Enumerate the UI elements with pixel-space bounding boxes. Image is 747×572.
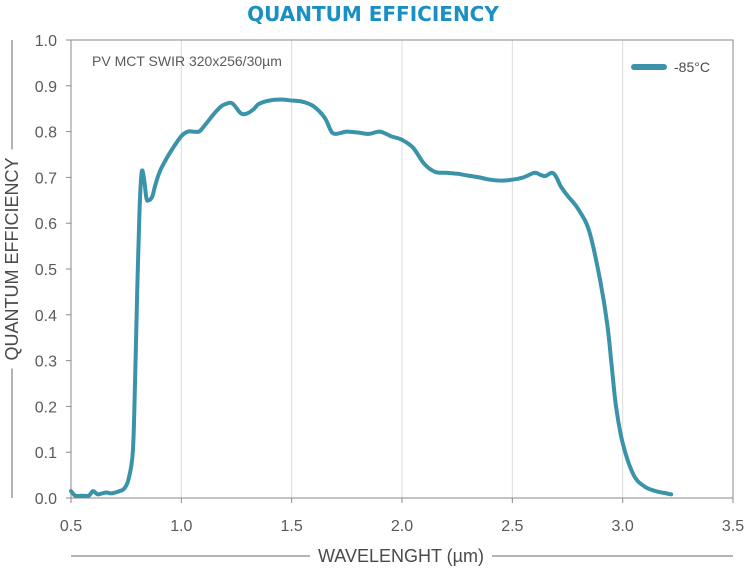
chart-title: QUANTUM EFFICIENCY <box>247 2 499 26</box>
chart-annotation: PV MCT SWIR 320x256/30µm <box>92 53 282 69</box>
series-group <box>69 97 674 499</box>
y-tick-label: 0.6 <box>35 216 57 233</box>
y-tick-label: 0.7 <box>35 170 57 187</box>
x-tick-label: 1.0 <box>170 518 192 535</box>
x-tick-label: 3.5 <box>722 518 744 535</box>
y-axis-label-group: QUANTUM EFFICIENCY <box>2 40 22 498</box>
legend-label: -85°C <box>674 59 710 75</box>
x-tick-label: 2.5 <box>501 518 523 535</box>
x-axis-label: WAVELENGHT (µm) <box>318 546 484 566</box>
y-axis-label: QUANTUM EFFICIENCY <box>2 157 22 360</box>
y-tick-label: 0.9 <box>35 79 57 96</box>
x-tick-labels: 0.5 1.0 1.5 2.0 2.5 3.0 3.5 <box>60 498 744 535</box>
y-tick-label: 0.8 <box>35 125 57 142</box>
y-tick-label: 0.1 <box>35 445 57 462</box>
x-tick-label: 0.5 <box>60 518 82 535</box>
x-tick-label: 2.0 <box>391 518 413 535</box>
y-tick-label: 0.2 <box>35 399 57 416</box>
legend: -85°C <box>631 59 710 75</box>
y-tick-label: 0.3 <box>35 354 57 371</box>
y-tick-labels: 0.0 0.1 0.2 0.3 0.4 0.5 0.6 0.7 0.8 0.9 1.0 <box>35 33 71 508</box>
grid <box>180 40 624 498</box>
y-tick-label: 1.0 <box>35 33 57 50</box>
x-axis-label-group: WAVELENGHT (µm) <box>71 546 733 566</box>
series-line <box>69 97 674 499</box>
x-tick-label: 3.0 <box>612 518 634 535</box>
x-tick-label: 1.5 <box>281 518 303 535</box>
y-tick-label: 0.0 <box>35 491 57 508</box>
y-tick-label: 0.4 <box>35 308 57 325</box>
y-tick-label: 0.5 <box>35 262 57 279</box>
